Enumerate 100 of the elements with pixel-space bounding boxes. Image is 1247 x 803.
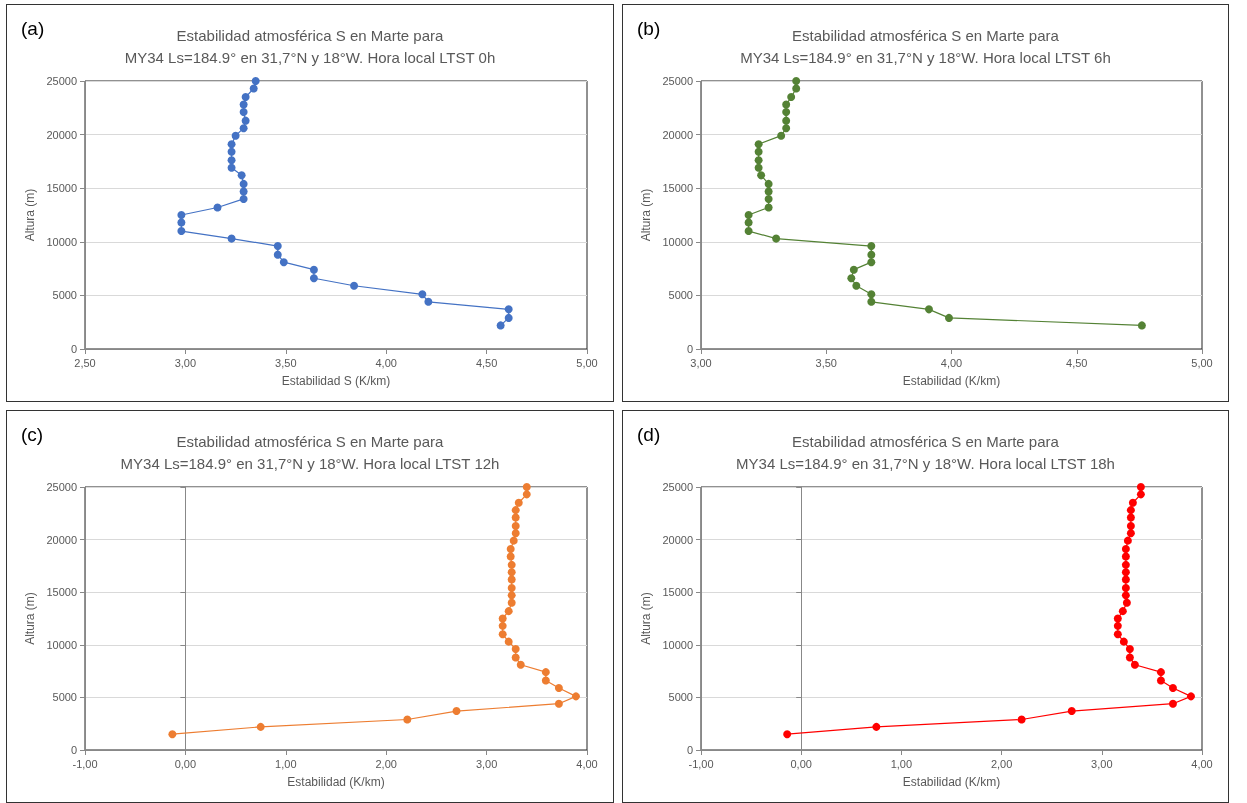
x-tick-label: 3,50 xyxy=(275,356,297,369)
point xyxy=(1121,568,1130,577)
point xyxy=(177,211,186,219)
x-tick-label: 3,00 xyxy=(174,356,197,369)
point xyxy=(867,297,876,306)
point xyxy=(227,163,236,172)
point xyxy=(872,722,881,731)
point xyxy=(504,637,513,646)
x-tick-label: 4,00 xyxy=(1191,757,1213,770)
point xyxy=(177,227,186,236)
point xyxy=(792,84,801,93)
point xyxy=(1121,560,1130,569)
point xyxy=(754,156,763,165)
point xyxy=(764,203,773,212)
point xyxy=(309,274,318,283)
point xyxy=(1113,621,1122,630)
x-tick-label: 4,50 xyxy=(475,356,498,369)
point xyxy=(227,140,236,149)
point xyxy=(507,575,516,584)
x-axis-title: Estabilidad S (K/km) xyxy=(281,374,391,388)
point xyxy=(782,108,791,117)
point xyxy=(782,100,791,109)
x-tick-label: 0,00 xyxy=(174,757,197,770)
point xyxy=(754,163,763,172)
point xyxy=(1121,583,1130,592)
point xyxy=(945,313,953,322)
point xyxy=(1118,607,1127,616)
point xyxy=(849,265,858,274)
point xyxy=(507,598,516,607)
point xyxy=(511,653,520,662)
point xyxy=(1121,591,1130,600)
y-tick-label: 20000 xyxy=(46,128,77,141)
point xyxy=(522,483,531,491)
point xyxy=(452,707,461,716)
x-tick-label: 1,00 xyxy=(275,757,297,770)
point xyxy=(1128,498,1137,507)
point xyxy=(507,568,516,577)
x-tick-label: 3,50 xyxy=(815,356,837,369)
point xyxy=(1017,715,1026,724)
point xyxy=(772,234,781,243)
point xyxy=(239,124,248,133)
y-tick-label: 5000 xyxy=(668,691,693,704)
y-tick-label: 20000 xyxy=(662,128,693,141)
point xyxy=(227,156,236,165)
chart-title: Estabilidad atmosférica S en Marte para MY34 Ls=184.9° en 31,7°N y 18°W. Hora local LTST 12h xyxy=(120,432,500,472)
point xyxy=(403,715,412,724)
point xyxy=(239,194,248,203)
point xyxy=(309,265,318,274)
point xyxy=(506,545,515,554)
point xyxy=(867,242,876,251)
x-tick-label: 1,00 xyxy=(890,757,913,770)
point xyxy=(256,722,265,731)
point xyxy=(239,179,248,188)
point xyxy=(1186,692,1195,701)
x-tick-label: 0,00 xyxy=(790,757,812,770)
point xyxy=(1113,630,1122,639)
point xyxy=(744,211,753,219)
text: (c) xyxy=(21,424,44,445)
point xyxy=(350,281,359,290)
point xyxy=(1067,707,1076,716)
text: (b) xyxy=(637,18,661,39)
x-tick-label: 2,00 xyxy=(990,757,1013,770)
point xyxy=(231,131,240,140)
point xyxy=(504,607,513,616)
point xyxy=(509,536,518,545)
y-tick-label: 25000 xyxy=(662,75,693,87)
point xyxy=(1156,676,1165,685)
point xyxy=(273,250,282,259)
point xyxy=(1121,545,1130,554)
y-tick-label: 0 xyxy=(686,343,693,355)
y-tick-label: 20000 xyxy=(46,533,77,546)
point xyxy=(1156,668,1165,677)
point xyxy=(1126,529,1135,538)
point xyxy=(522,490,531,499)
point xyxy=(1121,575,1130,584)
point xyxy=(1119,637,1128,646)
point xyxy=(511,521,520,530)
y-tick-label: 25000 xyxy=(662,481,693,493)
point xyxy=(1136,483,1145,491)
point xyxy=(1123,536,1132,545)
point xyxy=(792,77,801,85)
y-tick-label: 0 xyxy=(70,744,77,756)
point xyxy=(554,683,563,692)
point xyxy=(541,668,550,677)
point xyxy=(1126,513,1135,522)
point xyxy=(852,281,861,290)
point xyxy=(507,583,516,592)
point xyxy=(241,116,250,125)
point xyxy=(867,258,876,267)
point xyxy=(541,676,550,685)
x-tick-label: 3,00 xyxy=(475,757,498,770)
point xyxy=(1130,660,1139,669)
y-axis-title: Altura (m) xyxy=(22,592,37,645)
y-tick-label: 10000 xyxy=(662,235,693,248)
y-tick-label: 10000 xyxy=(662,638,693,651)
point xyxy=(782,116,791,125)
point xyxy=(506,552,515,561)
x-tick-label: 4,00 xyxy=(576,757,598,770)
text: (d) xyxy=(637,424,661,445)
point xyxy=(1125,653,1134,662)
